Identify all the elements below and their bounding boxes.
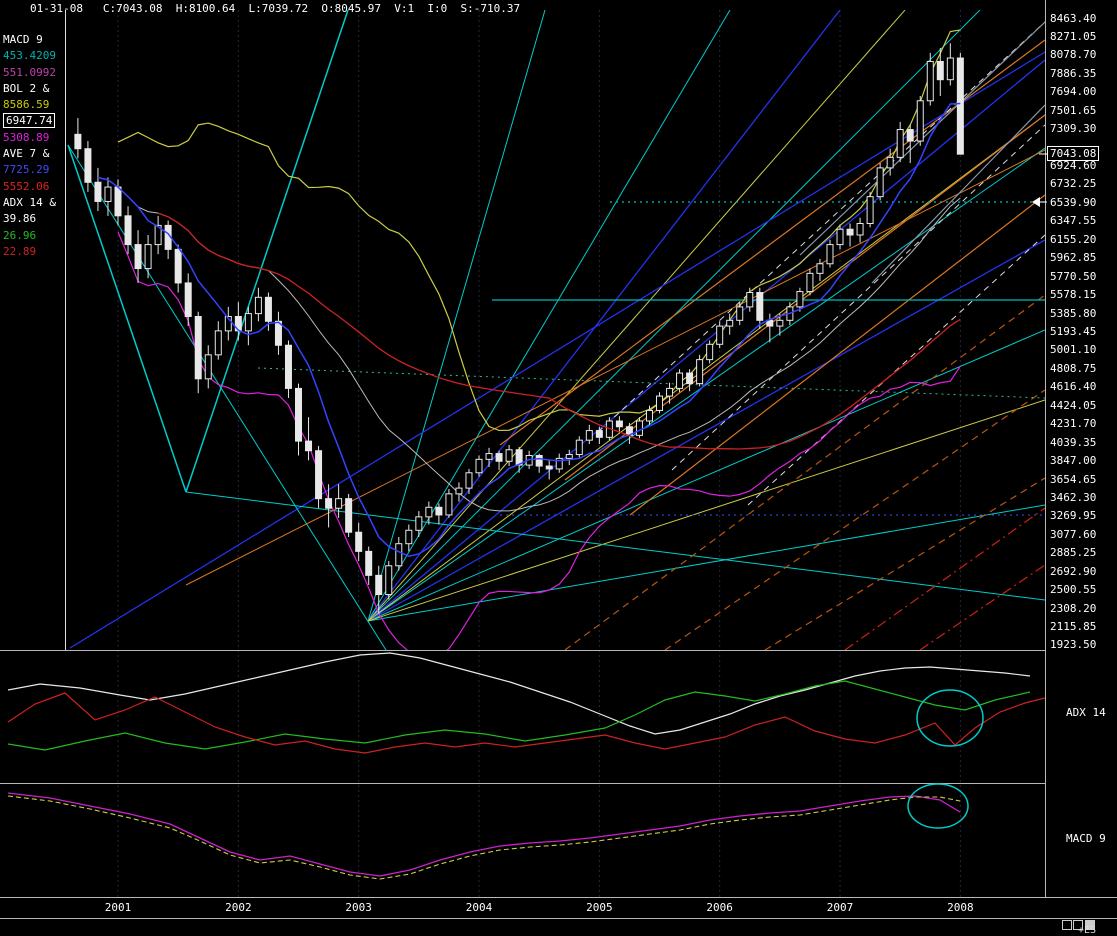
macd-layer [8, 792, 961, 880]
year-label: 2001 [104, 901, 132, 914]
year-label: 2006 [706, 901, 733, 914]
price-axis-label: 5962.85 [1050, 251, 1097, 265]
indicator-value: 5308.89 [3, 130, 50, 144]
trendlines-layer [67, 10, 1045, 650]
window-maximize-icon[interactable] [1073, 920, 1083, 930]
price-axis-label: 1923.50 [1050, 638, 1097, 652]
price-axis-label: 4808.75 [1050, 361, 1097, 375]
highlight-ellipse [916, 689, 984, 747]
price-axis-label: 8271.05 [1050, 29, 1097, 43]
price-axis-label: 8463.40 [1050, 11, 1097, 25]
price-axis-label: 6539.90 [1050, 195, 1097, 209]
price-axis-label: 6347.55 [1050, 214, 1097, 228]
price-axis-label: 4039.35 [1050, 435, 1097, 449]
price-axis-label: 4231.70 [1050, 417, 1097, 431]
price-axis-label: 6732.25 [1050, 177, 1097, 191]
price-axis-label: 3847.00 [1050, 454, 1097, 468]
indicator-value: 453.4209 [3, 49, 56, 63]
price-axis-label: 5193.45 [1050, 324, 1097, 338]
candlesticks-layer [74, 43, 964, 614]
indicator-value: ADX 14 & [3, 195, 56, 209]
price-axis-label: 3462.30 [1050, 490, 1097, 504]
indicator-readout-panel: MACD 9 453.4209 551.0992 BOL 2 & 8586.59 6947… [3, 33, 56, 261]
adx-panel-label: ADX 14 [1066, 706, 1106, 719]
grid-layer [117, 10, 961, 897]
price-axis-label: 4616.40 [1050, 380, 1097, 394]
price-axis-label: 2692.90 [1050, 564, 1097, 578]
bollinger-layer [117, 29, 961, 650]
moving-averages-layer [97, 102, 961, 557]
price-axis-label: 3077.60 [1050, 527, 1097, 541]
indicator-value: MACD 9 [3, 33, 43, 46]
price-axis-label: 5385.80 [1050, 306, 1097, 320]
indicator-value: 6947.74 [3, 113, 56, 129]
price-axis-label: 7886.35 [1050, 66, 1097, 80]
price-axis-label: 3654.65 [1050, 472, 1097, 486]
year-label: 2007 [826, 901, 854, 914]
indicator-value: 22.89 [3, 244, 37, 258]
price-axis-label: 7694.00 [1050, 85, 1097, 99]
price-axis-label: 8078.70 [1050, 48, 1097, 62]
price-axis-label: 3269.95 [1050, 509, 1097, 523]
price-pointer-arrow [1032, 197, 1040, 207]
indicator-value: 7725.29 [3, 163, 50, 177]
symbol-label[interactable]: +ES [1078, 925, 1097, 936]
indicator-value: 8586.59 [3, 98, 50, 112]
price-axis-label: 2500.55 [1050, 583, 1097, 597]
highlight-ellipse [907, 783, 969, 829]
price-axis-label: 6924.60 [1050, 159, 1097, 173]
year-label: 2008 [947, 901, 974, 914]
last-price-box: 7043.08 [1047, 146, 1100, 161]
price-axis-label: 5770.50 [1050, 269, 1097, 283]
price-axis-label: 2885.25 [1050, 546, 1097, 560]
price-axis-label: 5578.15 [1050, 288, 1097, 302]
price-axis-label: 2308.20 [1050, 601, 1097, 615]
year-label: 2002 [225, 901, 252, 914]
window-menu-icon[interactable] [1085, 920, 1095, 930]
year-label: 2004 [465, 901, 493, 914]
indicator-value: 551.0992 [3, 65, 56, 79]
indicator-value: 39.86 [3, 212, 37, 226]
year-label: 2003 [345, 901, 372, 914]
adx-layer [8, 652, 1045, 754]
price-axis-label: 5001.10 [1050, 343, 1097, 357]
price-axis-label: 4424.05 [1050, 398, 1097, 412]
window-restore-icon[interactable] [1062, 920, 1072, 930]
indicator-value: BOL 2 & [3, 81, 50, 95]
price-axis-label: 2115.85 [1050, 620, 1097, 634]
year-label: 2005 [586, 901, 613, 914]
ohlc-header: 01-31-08 C:7043.08 H:8100.64 L:7039.72 O… [30, 2, 521, 15]
macd-panel-label: MACD 9 [1066, 832, 1106, 845]
indicator-value: 26.96 [3, 228, 37, 242]
indicator-value: 5552.06 [3, 179, 50, 193]
indicator-value: AVE 7 & [3, 147, 50, 161]
price-axis-label: 6155.20 [1050, 232, 1097, 246]
price-axis-label: 7501.65 [1050, 103, 1097, 117]
price-axis-label: 7309.30 [1050, 122, 1097, 136]
